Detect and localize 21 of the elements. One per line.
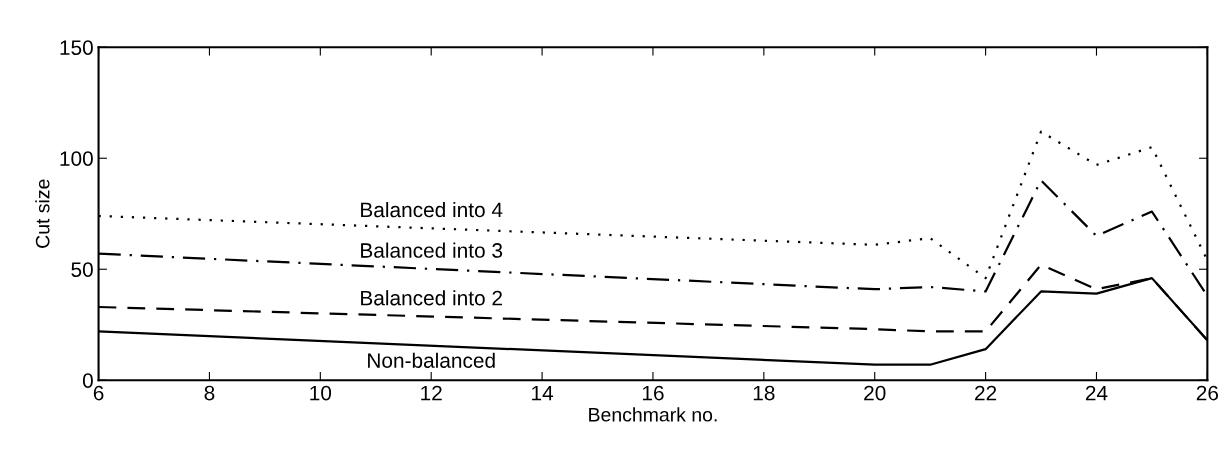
y-tick-label: 0 — [82, 373, 93, 388]
x-tick-label: 18 — [753, 385, 775, 401]
x-tick-label: 16 — [642, 385, 664, 401]
y-tick-label: 150 — [60, 40, 93, 55]
x-tick-label: 26 — [1196, 385, 1219, 401]
series-label: Balanced into 2 — [361, 290, 502, 306]
x-tick-label: 14 — [532, 385, 554, 401]
x-tick-label: 8 — [204, 385, 215, 401]
x-tick-label: 10 — [310, 385, 332, 401]
y-tick-label: 50 — [71, 262, 93, 277]
x-tick-label: 20 — [864, 385, 886, 401]
series-label: Balanced into 3 — [361, 242, 503, 258]
x-tick-label: 24 — [1085, 385, 1108, 401]
y-axis-title: Cut size — [35, 179, 50, 248]
series-label: Balanced into 4 — [361, 201, 503, 218]
y-tick-label: 100 — [60, 151, 93, 166]
x-axis-title: Benchmark no. — [589, 407, 717, 422]
series-label: Non-balanced — [368, 352, 495, 368]
x-tick-label: 12 — [421, 385, 442, 401]
x-tick-label: 22 — [975, 385, 997, 401]
x-tick-label: 6 — [93, 385, 104, 401]
